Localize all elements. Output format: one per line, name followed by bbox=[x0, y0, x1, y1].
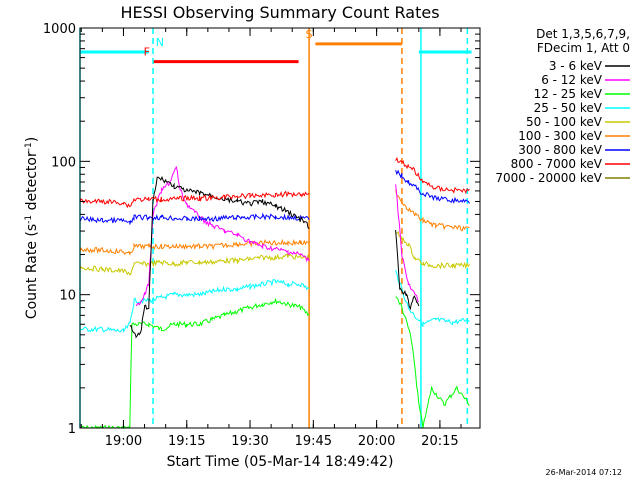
series-line-3-1 bbox=[395, 269, 470, 327]
series-line-7-0 bbox=[79, 190, 310, 209]
legend-label-7: 800 - 7000 keV bbox=[511, 157, 603, 171]
y-axis-label-sup-2: -1 bbox=[24, 142, 34, 151]
legend-label-1: 6 - 12 keV bbox=[541, 73, 603, 87]
legend-label-3: 25 - 50 keV bbox=[534, 101, 603, 115]
series-line-4-1 bbox=[395, 231, 470, 270]
footer-timestamp: 26-Mar-2014 07:12 bbox=[546, 468, 623, 477]
x-tick-label-4: 20:00 bbox=[358, 434, 395, 449]
y-tick-label-2: 100 bbox=[51, 155, 76, 170]
series-line-0-1 bbox=[395, 229, 420, 311]
x-tick-label-3: 19:45 bbox=[295, 434, 332, 449]
x-tick-label-0: 19:00 bbox=[105, 434, 142, 449]
y-axis-label-close: ) bbox=[24, 137, 40, 142]
series-layer bbox=[79, 156, 470, 430]
y-tick-label-1: 10 bbox=[59, 289, 76, 304]
y-axis-label-tail: detector bbox=[24, 151, 40, 215]
legend-label-6: 300 - 800 keV bbox=[518, 143, 602, 157]
x-tick-label-5: 20:15 bbox=[421, 434, 458, 449]
series-line-5-0 bbox=[79, 238, 310, 256]
series-line-6-0 bbox=[79, 212, 310, 225]
legend: Det 1,3,5,6,7,9, FDecim 1, Att 0 3 - 6 k… bbox=[495, 27, 630, 185]
series-line-3-0 bbox=[80, 279, 310, 333]
y-axis-label-main: Count Rate (s bbox=[24, 224, 40, 319]
plot-frame bbox=[79, 27, 481, 429]
x-axis-label: Start Time (05-Mar-14 18:49:42) bbox=[167, 454, 394, 470]
y-axis-label: Count Rate (s-1 detector-1) bbox=[24, 137, 40, 319]
series-line-2-1 bbox=[395, 296, 470, 429]
legend-label-5: 100 - 300 keV bbox=[518, 129, 602, 143]
legend-label-4: 50 - 100 keV bbox=[526, 115, 603, 129]
flag-label-N: N bbox=[156, 36, 164, 49]
flag-label-F: F bbox=[144, 46, 150, 59]
x-tick-label-2: 19:30 bbox=[231, 434, 268, 449]
y-axis: 1 10 100 1000 bbox=[43, 22, 480, 437]
legend-label-8: 7000 - 20000 keV bbox=[495, 171, 602, 185]
series-line-0-0 bbox=[129, 175, 310, 339]
x-axis: 19:00 19:15 19:30 19:45 20:00 20:15 bbox=[80, 28, 462, 449]
y-tick-label-3: 1000 bbox=[43, 22, 76, 37]
y-axis-label-sup-1: -1 bbox=[24, 215, 34, 224]
y-tick-label-0: 1 bbox=[68, 422, 76, 437]
legend-label-2: 12 - 25 keV bbox=[534, 87, 603, 101]
series-line-6-1 bbox=[395, 169, 470, 204]
legend-label-0: 3 - 6 keV bbox=[549, 59, 603, 73]
flag-layer: NFS bbox=[80, 28, 472, 64]
series-line-7-1 bbox=[395, 156, 470, 195]
x-tick-label-1: 19:15 bbox=[168, 434, 205, 449]
legend-header-1: Det 1,3,5,6,7,9, bbox=[536, 27, 630, 41]
series-line-5-1 bbox=[395, 189, 470, 232]
series-line-4-0 bbox=[79, 253, 310, 276]
chart-title: HESSI Observing Summary Count Rates bbox=[120, 3, 439, 22]
series-line-2-0 bbox=[80, 298, 310, 430]
series-line-1-0 bbox=[135, 166, 310, 307]
series-line-1-1 bbox=[395, 184, 419, 303]
legend-header-2: FDecim 1, Att 0 bbox=[537, 41, 630, 55]
